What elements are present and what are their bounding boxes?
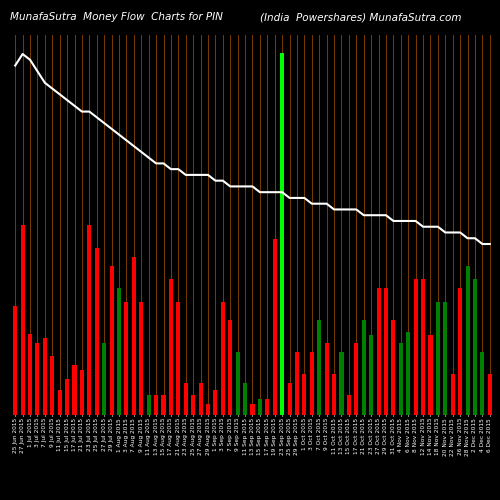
Bar <box>414 280 418 415</box>
Bar <box>340 352 344 415</box>
Bar <box>176 302 180 415</box>
Bar <box>376 288 380 415</box>
Bar <box>13 306 17 415</box>
Bar <box>473 280 477 415</box>
Bar <box>28 334 32 415</box>
Bar <box>228 320 232 415</box>
Bar <box>94 248 99 415</box>
Bar <box>480 352 484 415</box>
Bar <box>280 53 284 415</box>
Bar <box>117 288 121 415</box>
Bar <box>65 379 69 415</box>
Bar <box>132 256 136 415</box>
Bar <box>399 342 403 415</box>
Bar <box>317 320 322 415</box>
Bar <box>110 266 114 415</box>
Text: MunafaSutra  Money Flow  Charts for PIN: MunafaSutra Money Flow Charts for PIN <box>10 12 223 22</box>
Bar <box>444 302 448 415</box>
Bar <box>80 370 84 415</box>
Bar <box>347 395 351 415</box>
Bar <box>332 374 336 415</box>
Bar <box>102 342 106 415</box>
Bar <box>258 398 262 415</box>
Bar <box>221 302 225 415</box>
Bar <box>436 302 440 415</box>
Bar <box>458 288 462 415</box>
Bar <box>466 266 469 415</box>
Bar <box>206 404 210 415</box>
Bar <box>488 374 492 415</box>
Bar <box>428 336 432 415</box>
Bar <box>72 365 76 415</box>
Bar <box>450 374 455 415</box>
Bar <box>392 320 396 415</box>
Bar <box>272 238 277 415</box>
Bar <box>154 395 158 415</box>
Text: (India  Powershares) MunafaSutra.com: (India Powershares) MunafaSutra.com <box>260 12 462 22</box>
Bar <box>191 395 195 415</box>
Bar <box>124 302 128 415</box>
Bar <box>58 390 62 415</box>
Bar <box>302 374 306 415</box>
Bar <box>169 280 173 415</box>
Bar <box>50 356 54 415</box>
Bar <box>310 352 314 415</box>
Bar <box>369 336 373 415</box>
Bar <box>288 384 292 415</box>
Bar <box>236 352 240 415</box>
Bar <box>250 404 254 415</box>
Bar <box>20 225 24 415</box>
Bar <box>162 395 166 415</box>
Bar <box>198 384 202 415</box>
Bar <box>243 384 247 415</box>
Bar <box>139 302 143 415</box>
Bar <box>266 398 270 415</box>
Bar <box>362 320 366 415</box>
Bar <box>354 342 358 415</box>
Bar <box>406 332 410 415</box>
Bar <box>324 342 328 415</box>
Bar <box>421 280 425 415</box>
Bar <box>214 390 218 415</box>
Bar <box>295 352 299 415</box>
Bar <box>184 384 188 415</box>
Bar <box>36 342 40 415</box>
Bar <box>384 288 388 415</box>
Bar <box>146 395 150 415</box>
Bar <box>43 338 47 415</box>
Bar <box>88 225 92 415</box>
